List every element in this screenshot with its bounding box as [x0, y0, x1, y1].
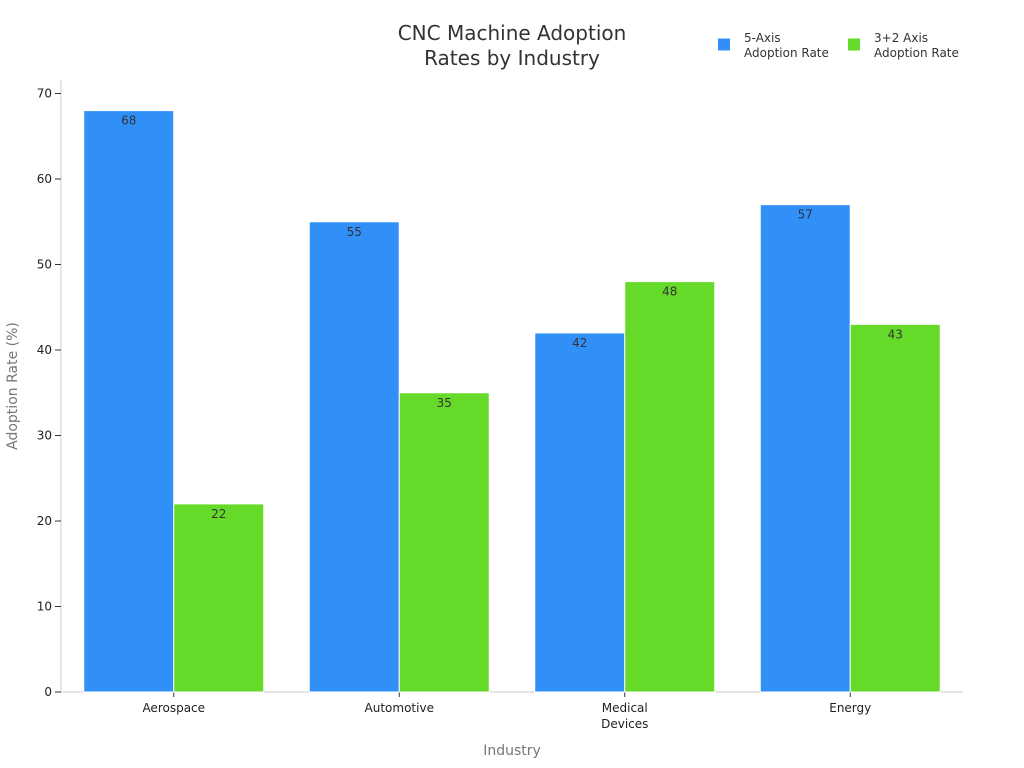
x-tick-label-line: Aerospace: [142, 701, 205, 715]
chart-title-line: CNC Machine Adoption: [398, 21, 627, 45]
data-label: 35: [437, 396, 452, 410]
x-tick-label-line: Automotive: [365, 701, 434, 715]
x-tick-label: Medical Devices: [601, 701, 648, 731]
bar: [534, 332, 626, 693]
legend-label-line: 5-Axis: [744, 31, 781, 45]
data-label: 55: [347, 225, 362, 239]
x-tick-label-line: Devices: [601, 717, 648, 731]
legend-swatch: [718, 38, 730, 51]
data-label: 22: [211, 507, 226, 521]
chart-title-line: Rates by Industry: [424, 46, 600, 70]
y-tick-label: 40: [37, 343, 52, 357]
data-label: 43: [888, 327, 903, 341]
data-label: 42: [572, 336, 587, 350]
bar: [849, 323, 941, 693]
y-tick-label: 10: [37, 600, 52, 614]
y-tick-label: 50: [37, 258, 52, 272]
bar: [308, 221, 400, 693]
x-tick-label-line: Energy: [829, 701, 871, 715]
legend-label-line: 3+2 Axis: [874, 31, 928, 45]
x-tick-label: Aerospace: [142, 701, 205, 715]
bar: [398, 392, 490, 693]
legend-label-line: Adoption Rate: [744, 46, 829, 60]
y-tick-label: 0: [44, 685, 52, 699]
chart-title: CNC Machine Adoption Rates by Industry: [398, 21, 627, 70]
data-label: 68: [121, 114, 136, 128]
x-tick-label-line: Medical: [602, 701, 648, 715]
x-tick-label: Energy: [829, 701, 871, 715]
y-tick-label: 20: [37, 514, 52, 528]
bar: [624, 281, 716, 693]
x-axis-title: Industry: [483, 743, 541, 759]
data-label: 48: [662, 285, 677, 299]
legend-swatch: [848, 38, 860, 51]
axes: 0 10 20 30 40 50 60 70 Aerospace Automotive Medica…: [37, 80, 963, 731]
bar: [759, 204, 851, 693]
y-tick-label: 60: [37, 172, 52, 186]
legend-label: 5-Axis Adoption Rate: [744, 31, 829, 60]
x-tick-label: Automotive: [365, 701, 434, 715]
bars: [83, 110, 941, 693]
legend-label-line: Adoption Rate: [874, 46, 959, 60]
chart-title-text: CNC Machine Adoption Rates by Industry: [398, 21, 627, 70]
data-labels: 68 22 55 35 42 48 57 43: [121, 114, 903, 521]
y-tick-label: 30: [37, 429, 52, 443]
data-label: 57: [798, 208, 813, 222]
bar: [83, 110, 175, 693]
y-tick-label: 70: [37, 87, 52, 101]
y-axis-title: Adoption Rate (%): [5, 322, 21, 450]
legend-label: 3+2 Axis Adoption Rate: [874, 31, 959, 60]
bar: [173, 503, 265, 693]
